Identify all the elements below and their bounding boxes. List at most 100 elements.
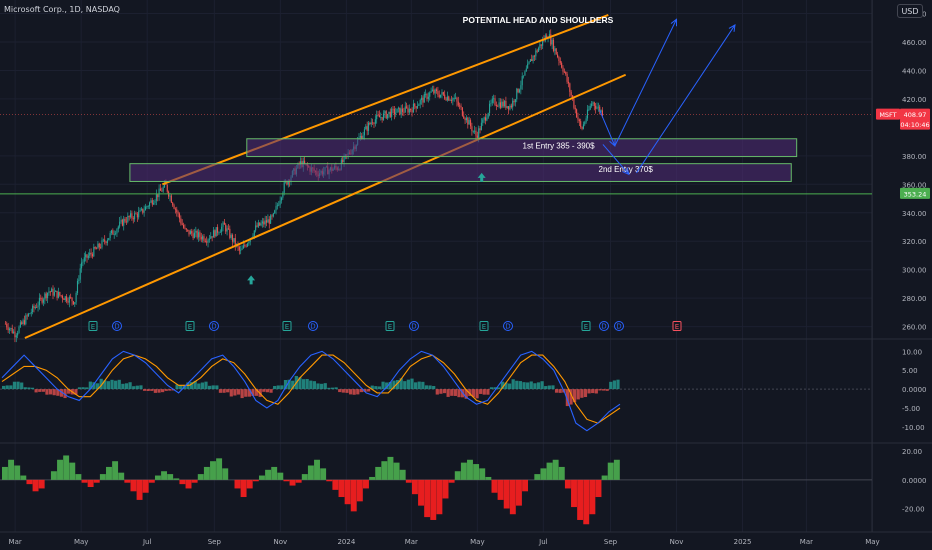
entry-zones[interactable]: 1st Entry 385 - 390$ 2nd Entry 370$ bbox=[129, 138, 798, 182]
candle bbox=[51, 287, 53, 293]
macd-histogram-bar bbox=[150, 389, 154, 391]
earnings-marker[interactable]: E bbox=[282, 321, 292, 332]
candle bbox=[128, 215, 130, 221]
svg-text:D: D bbox=[211, 323, 216, 331]
candle bbox=[104, 235, 106, 245]
macd-histogram-bar bbox=[85, 387, 89, 390]
oscillator-bar bbox=[589, 479, 596, 515]
earnings-marker[interactable]: E bbox=[185, 321, 195, 332]
candle bbox=[528, 60, 530, 65]
channel-lower-line[interactable] bbox=[24, 73, 627, 339]
candle bbox=[276, 202, 278, 210]
earnings-marker[interactable]: E bbox=[88, 321, 98, 332]
candle bbox=[246, 242, 249, 248]
time-tick-label: Mar bbox=[9, 538, 22, 546]
first-entry-zone[interactable]: 1st Entry 385 - 390$ bbox=[246, 138, 798, 158]
projection-arrows[interactable] bbox=[599, 18, 736, 176]
macd-histogram-bar bbox=[388, 381, 392, 390]
candle bbox=[176, 206, 178, 217]
candle bbox=[280, 196, 283, 204]
oscillator-bar bbox=[173, 478, 180, 480]
macd-histogram-bar bbox=[504, 382, 508, 390]
candle bbox=[49, 290, 51, 296]
macd-histogram-bar bbox=[587, 389, 591, 394]
first-entry-up-arrow[interactable] bbox=[614, 18, 678, 147]
candle bbox=[369, 121, 371, 126]
svg-text:408.97: 408.97 bbox=[904, 111, 927, 119]
dividend-marker[interactable]: D bbox=[112, 321, 122, 331]
dividend-marker[interactable]: D bbox=[503, 321, 513, 331]
macd-histogram-bar bbox=[291, 380, 295, 390]
second-entry-down-arrow[interactable] bbox=[602, 144, 630, 176]
candle bbox=[37, 301, 39, 312]
dividend-marker[interactable]: D bbox=[308, 321, 318, 331]
candle bbox=[139, 207, 141, 212]
oscillator-bar bbox=[8, 459, 15, 480]
ascending-channel[interactable] bbox=[24, 14, 627, 339]
candle bbox=[195, 226, 197, 238]
dividend-marker[interactable]: D bbox=[409, 321, 419, 331]
macd-tick-label: -10.00 bbox=[902, 424, 925, 432]
candle bbox=[149, 201, 151, 210]
candle bbox=[527, 59, 529, 69]
earnings-marker[interactable]: E bbox=[479, 321, 489, 332]
macd-pane[interactable] bbox=[0, 350, 872, 432]
macd-histogram-bar bbox=[74, 389, 78, 395]
macd-histogram-bar bbox=[128, 382, 132, 390]
macd-histogram-bar bbox=[215, 385, 219, 390]
second-entry-zone[interactable]: 2nd Entry 370$ bbox=[129, 163, 792, 182]
candle bbox=[457, 96, 459, 108]
candle bbox=[582, 121, 584, 130]
dividend-marker[interactable]: D bbox=[614, 321, 624, 331]
dividend-marker[interactable]: D bbox=[209, 321, 219, 331]
candle bbox=[44, 292, 46, 305]
macd-histogram-bar bbox=[16, 381, 20, 390]
macd-histogram-bar bbox=[218, 389, 223, 393]
macd-tick-label: 0.0000 bbox=[902, 386, 927, 394]
second-entry-up-arrow[interactable] bbox=[636, 23, 736, 174]
candle bbox=[229, 225, 231, 240]
candle bbox=[482, 117, 484, 126]
oscillator-pane[interactable] bbox=[0, 455, 872, 525]
channel-upper-line[interactable] bbox=[162, 14, 609, 186]
candle bbox=[444, 90, 446, 100]
candle bbox=[283, 179, 285, 196]
candle bbox=[382, 110, 385, 121]
symbol-description[interactable]: Microsoft Corp., 1D, NASDAQ bbox=[4, 5, 120, 14]
time-axis[interactable]: Mar May Jul Sep Nov 2024 Mar May Jul Sep Nov 2025 Ma… bbox=[9, 538, 880, 546]
candle bbox=[393, 106, 395, 120]
candle bbox=[366, 121, 368, 136]
candle bbox=[135, 211, 137, 215]
oscillator-bar bbox=[93, 479, 100, 483]
earnings-marker[interactable]: E bbox=[581, 321, 591, 332]
macd-histogram-bar bbox=[515, 380, 519, 390]
macd-histogram-bar bbox=[301, 379, 306, 390]
oscillator-bar bbox=[161, 471, 168, 480]
candle bbox=[158, 184, 160, 201]
price-axis[interactable]: 480.00460.00440.00420.00380.00360.00340.… bbox=[876, 11, 930, 514]
earnings-marker[interactable]: E bbox=[672, 321, 682, 332]
macd-histogram-bar bbox=[439, 389, 443, 394]
candle bbox=[233, 238, 235, 244]
candle bbox=[60, 295, 62, 298]
candle bbox=[200, 232, 202, 243]
time-tick-label: May bbox=[74, 538, 88, 546]
price-pane[interactable]: 1st Entry 385 - 390$ 2nd Entry 370$ E D E D E… bbox=[0, 14, 872, 343]
currency-button[interactable]: USD bbox=[897, 4, 923, 18]
candle bbox=[59, 291, 61, 297]
earnings-marker[interactable]: E bbox=[385, 321, 395, 332]
candle bbox=[480, 118, 482, 131]
candle bbox=[401, 104, 404, 116]
dividend-marker[interactable]: D bbox=[599, 321, 609, 331]
oscillator-bar bbox=[320, 468, 327, 480]
candle bbox=[406, 102, 408, 109]
candle bbox=[231, 233, 234, 247]
candle bbox=[490, 99, 492, 107]
candle bbox=[374, 115, 376, 127]
macd-histogram-bar bbox=[135, 385, 139, 390]
candle bbox=[257, 219, 259, 228]
candle bbox=[559, 57, 561, 65]
candle bbox=[431, 85, 434, 92]
